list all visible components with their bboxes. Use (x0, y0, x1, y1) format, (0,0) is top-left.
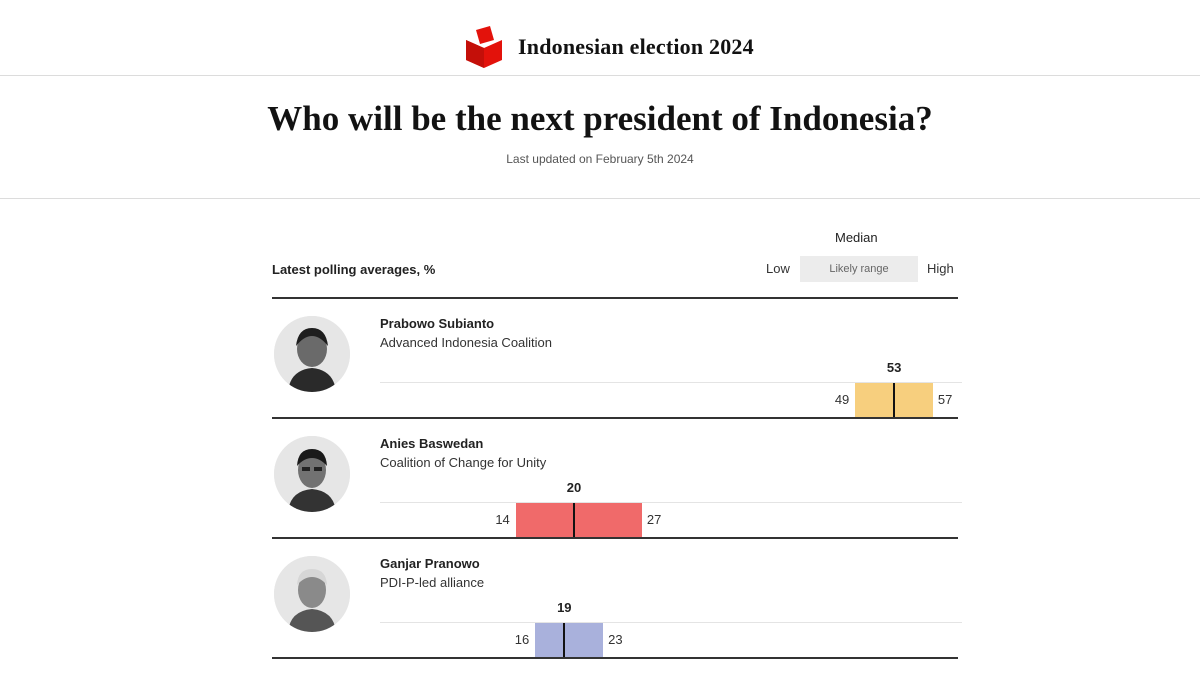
portrait-icon (274, 436, 350, 512)
high-value: 57 (937, 392, 953, 407)
legend-low: Low (766, 261, 790, 276)
brand-title: Indonesian election 2024 (518, 34, 754, 59)
avatar (274, 556, 350, 632)
avatar (274, 436, 350, 512)
median-marker (573, 503, 575, 539)
median-marker (893, 383, 896, 419)
row-divider (272, 537, 958, 539)
ballot-box-icon (466, 26, 502, 68)
candidate-party: Advanced Indonesia Coalition (380, 335, 553, 350)
candidate-name: Ganjar Pranowo (380, 556, 480, 571)
low-value: 14 (495, 512, 510, 527)
median-value: 19 (557, 600, 572, 615)
high-value: 23 (608, 632, 623, 647)
avatar (274, 316, 350, 392)
candidate-party: Coalition of Change for Unity (380, 455, 547, 470)
polling-chart: Latest polling averages, % Median Low Li… (272, 200, 962, 670)
track-line (380, 622, 962, 623)
candidate-party: PDI-P-led alliance (380, 575, 485, 590)
candidate-row: Prabowo Subianto Advanced Indonesia Coal… (272, 299, 962, 419)
high-value: 27 (646, 512, 662, 527)
header-rule (272, 297, 958, 299)
candidate-name: Prabowo Subianto (380, 316, 495, 331)
brand[interactable]: Indonesian election 2024 (462, 26, 754, 68)
portrait-icon (274, 556, 350, 632)
median-marker (563, 623, 566, 659)
likely-range-bar (515, 503, 642, 539)
track-line (380, 382, 962, 383)
candidate-name: Anies Baswedan (380, 436, 484, 451)
top-bar: Indonesian election 2024 (0, 0, 1200, 76)
row-divider (272, 657, 958, 659)
chart-title: Latest polling averages, % (272, 262, 436, 277)
likely-range-bar (535, 623, 604, 659)
candidate-row: Ganjar Pranowo PDI-P-led alliance 19 16 … (272, 539, 962, 659)
page-header: Who will be the next president of Indone… (0, 77, 1200, 199)
page-title: Who will be the next president of Indone… (267, 99, 933, 138)
track-line (380, 502, 962, 503)
legend-likely-range: Likely range (800, 256, 918, 282)
row-divider (272, 417, 958, 419)
candidate-row: Anies Baswedan Coalition of Change for U… (272, 419, 962, 539)
legend-high: High (927, 261, 954, 276)
low-value: 16 (514, 632, 530, 647)
last-updated: Last updated on February 5th 2024 (506, 152, 694, 166)
legend-median: Median (835, 230, 878, 245)
portrait-icon (274, 316, 350, 392)
median-value: 20 (566, 480, 582, 495)
low-value: 49 (834, 392, 850, 407)
median-value: 53 (886, 360, 902, 375)
